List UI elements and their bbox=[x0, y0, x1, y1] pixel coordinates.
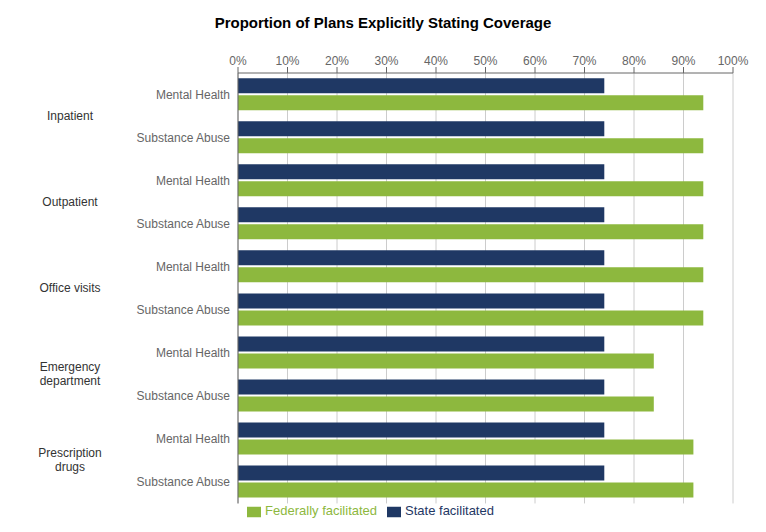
svg-text:Substance Abuse: Substance Abuse bbox=[137, 131, 231, 145]
svg-text:Substance Abuse: Substance Abuse bbox=[137, 475, 231, 489]
svg-text:Mental Health: Mental Health bbox=[156, 174, 230, 188]
svg-text:Office visits: Office visits bbox=[39, 281, 100, 295]
svg-text:30%: 30% bbox=[374, 54, 398, 68]
html-text:Federally facilitated: Federally facilitated bbox=[265, 503, 377, 519]
svg-text:70%: 70% bbox=[572, 54, 596, 68]
svg-text:Inpatient: Inpatient bbox=[47, 109, 94, 123]
svg-text:80%: 80% bbox=[622, 54, 646, 68]
html-text:Proportion of Plans Explicitly: Proportion of Plans Explicitly Stating C… bbox=[214, 14, 552, 31]
svg-text:20%: 20% bbox=[325, 54, 349, 68]
svg-text:Substance Abuse: Substance Abuse bbox=[137, 217, 231, 231]
svg-text:100%: 100% bbox=[718, 54, 749, 68]
svg-text:Mental Health: Mental Health bbox=[156, 260, 230, 274]
svg-text:Mental Health: Mental Health bbox=[156, 88, 230, 102]
svg-text:40%: 40% bbox=[424, 54, 448, 68]
svg-text:90%: 90% bbox=[671, 54, 695, 68]
svg-text:60%: 60% bbox=[523, 54, 547, 68]
svg-text:10%: 10% bbox=[275, 54, 299, 68]
svg-text:Emergencydepartment: Emergencydepartment bbox=[40, 360, 101, 388]
svg-text:Substance Abuse: Substance Abuse bbox=[137, 389, 231, 403]
svg-text:Mental Health: Mental Health bbox=[156, 432, 230, 446]
svg-text:Mental Health: Mental Health bbox=[156, 346, 230, 360]
svg-text:Prescriptiondrugs: Prescriptiondrugs bbox=[38, 446, 101, 474]
svg-text:50%: 50% bbox=[473, 54, 497, 68]
html-text:State facilitated: State facilitated bbox=[405, 503, 494, 519]
svg-text:Outpatient: Outpatient bbox=[42, 195, 98, 209]
svg-text:0%: 0% bbox=[229, 54, 247, 68]
svg-text:Substance Abuse: Substance Abuse bbox=[137, 303, 231, 317]
